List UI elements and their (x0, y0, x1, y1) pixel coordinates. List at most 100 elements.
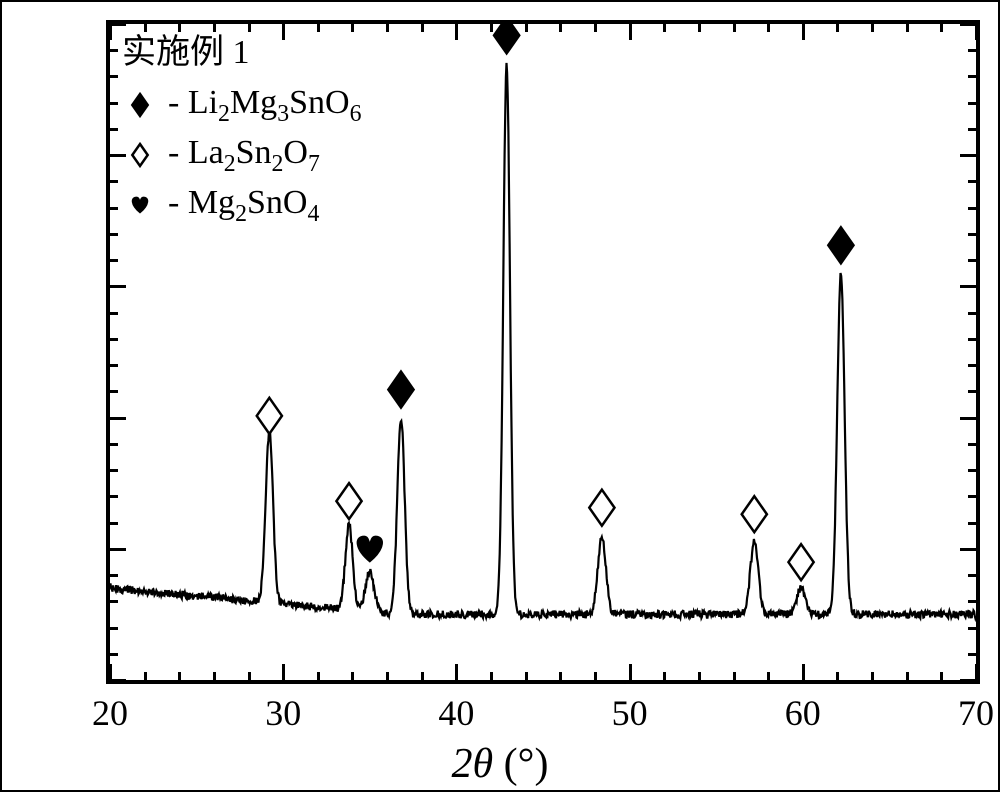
y-tick (968, 469, 976, 472)
x-tick (594, 24, 597, 32)
x-tick (836, 24, 839, 32)
y-tick (110, 128, 118, 131)
theta-symbol: θ (473, 741, 494, 787)
x-tick (144, 672, 147, 680)
x-tick (698, 24, 701, 32)
x-tick-label: 20 (92, 692, 128, 734)
y-tick (110, 574, 118, 577)
x-tick (767, 672, 770, 680)
y-tick (968, 443, 976, 446)
peak-marker (828, 227, 853, 263)
x-axis-label: 2θ (°) (0, 740, 1000, 788)
y-tick (968, 180, 976, 183)
x-tick (351, 24, 354, 32)
x-tick (767, 24, 770, 32)
x-tick (975, 664, 978, 680)
y-tick (110, 653, 118, 656)
y-tick (110, 522, 118, 525)
y-tick (110, 154, 126, 157)
y-tick (968, 128, 976, 131)
x-tick (282, 24, 285, 40)
y-tick (110, 443, 118, 446)
x-tick (629, 664, 632, 680)
y-tick (968, 312, 976, 315)
x-tick (871, 24, 874, 32)
x-tick (109, 664, 112, 680)
legend-item: - Mg2SnO4 (122, 180, 361, 230)
y-tick (110, 102, 118, 105)
x-tick (317, 672, 320, 680)
x-tick (351, 672, 354, 680)
legend-label: - Li2Mg3SnO6 (168, 80, 361, 130)
y-tick (968, 207, 976, 210)
legend-label: - La2Sn2O7 (168, 130, 320, 180)
y-tick (110, 285, 126, 288)
x-tick (663, 24, 666, 32)
x-tick-label: 50 (612, 692, 648, 734)
y-tick (968, 495, 976, 498)
x-tick (490, 24, 493, 32)
y-tick (968, 102, 976, 105)
y-tick (110, 49, 118, 52)
peak-marker (494, 24, 519, 53)
y-tick (968, 49, 976, 52)
x-tick (421, 24, 424, 32)
x-tick (248, 672, 251, 680)
x-tick (975, 24, 978, 40)
y-tick (960, 154, 976, 157)
legend-title: 实施例 1 (122, 30, 361, 76)
y-tick (110, 627, 118, 630)
y-tick (110, 495, 118, 498)
heart-filled-icon (122, 190, 158, 220)
y-tick (968, 75, 976, 78)
y-tick (968, 259, 976, 262)
y-tick (968, 233, 976, 236)
y-tick (968, 653, 976, 656)
y-tick (110, 469, 118, 472)
y-tick (110, 259, 118, 262)
y-tick (968, 627, 976, 630)
y-tick (960, 285, 976, 288)
x-tick (802, 664, 805, 680)
x-tick-label: 60 (785, 692, 821, 734)
y-tick (110, 75, 118, 78)
y-tick (110, 23, 126, 26)
x-tick (940, 672, 943, 680)
peak-marker (388, 372, 413, 408)
x-tick (282, 664, 285, 680)
y-tick (960, 23, 976, 26)
y-tick (960, 417, 976, 420)
peak-marker (357, 536, 382, 562)
x-tick (906, 672, 909, 680)
degree-unit: (°) (504, 741, 549, 787)
y-tick (968, 364, 976, 367)
x-tick (698, 672, 701, 680)
y-tick (110, 233, 118, 236)
legend-item: - Li2Mg3SnO6 (122, 80, 361, 130)
y-tick (110, 338, 118, 341)
legend-item: - La2Sn2O7 (122, 130, 361, 180)
x-tick (559, 672, 562, 680)
y-tick (968, 574, 976, 577)
x-tick (594, 672, 597, 680)
y-tick (968, 390, 976, 393)
x-tick-label: 70 (958, 692, 994, 734)
plot-area: 实施例 1 - Li2Mg3SnO6 - La2Sn2O7 - Mg2SnO4 (106, 20, 980, 684)
y-tick (110, 180, 118, 183)
x-tick (559, 24, 562, 32)
x-tick (386, 24, 389, 32)
x-tick (525, 24, 528, 32)
x-tick (386, 672, 389, 680)
y-tick (110, 364, 118, 367)
x-tick (802, 24, 805, 40)
y-tick (968, 338, 976, 341)
x-tick (940, 24, 943, 32)
y-tick (968, 600, 976, 603)
x-tick (144, 24, 147, 32)
y-tick (110, 548, 126, 551)
peak-marker (336, 483, 361, 519)
x-tick (248, 24, 251, 32)
x-tick (455, 664, 458, 680)
x-tick (317, 24, 320, 32)
y-tick (110, 600, 118, 603)
